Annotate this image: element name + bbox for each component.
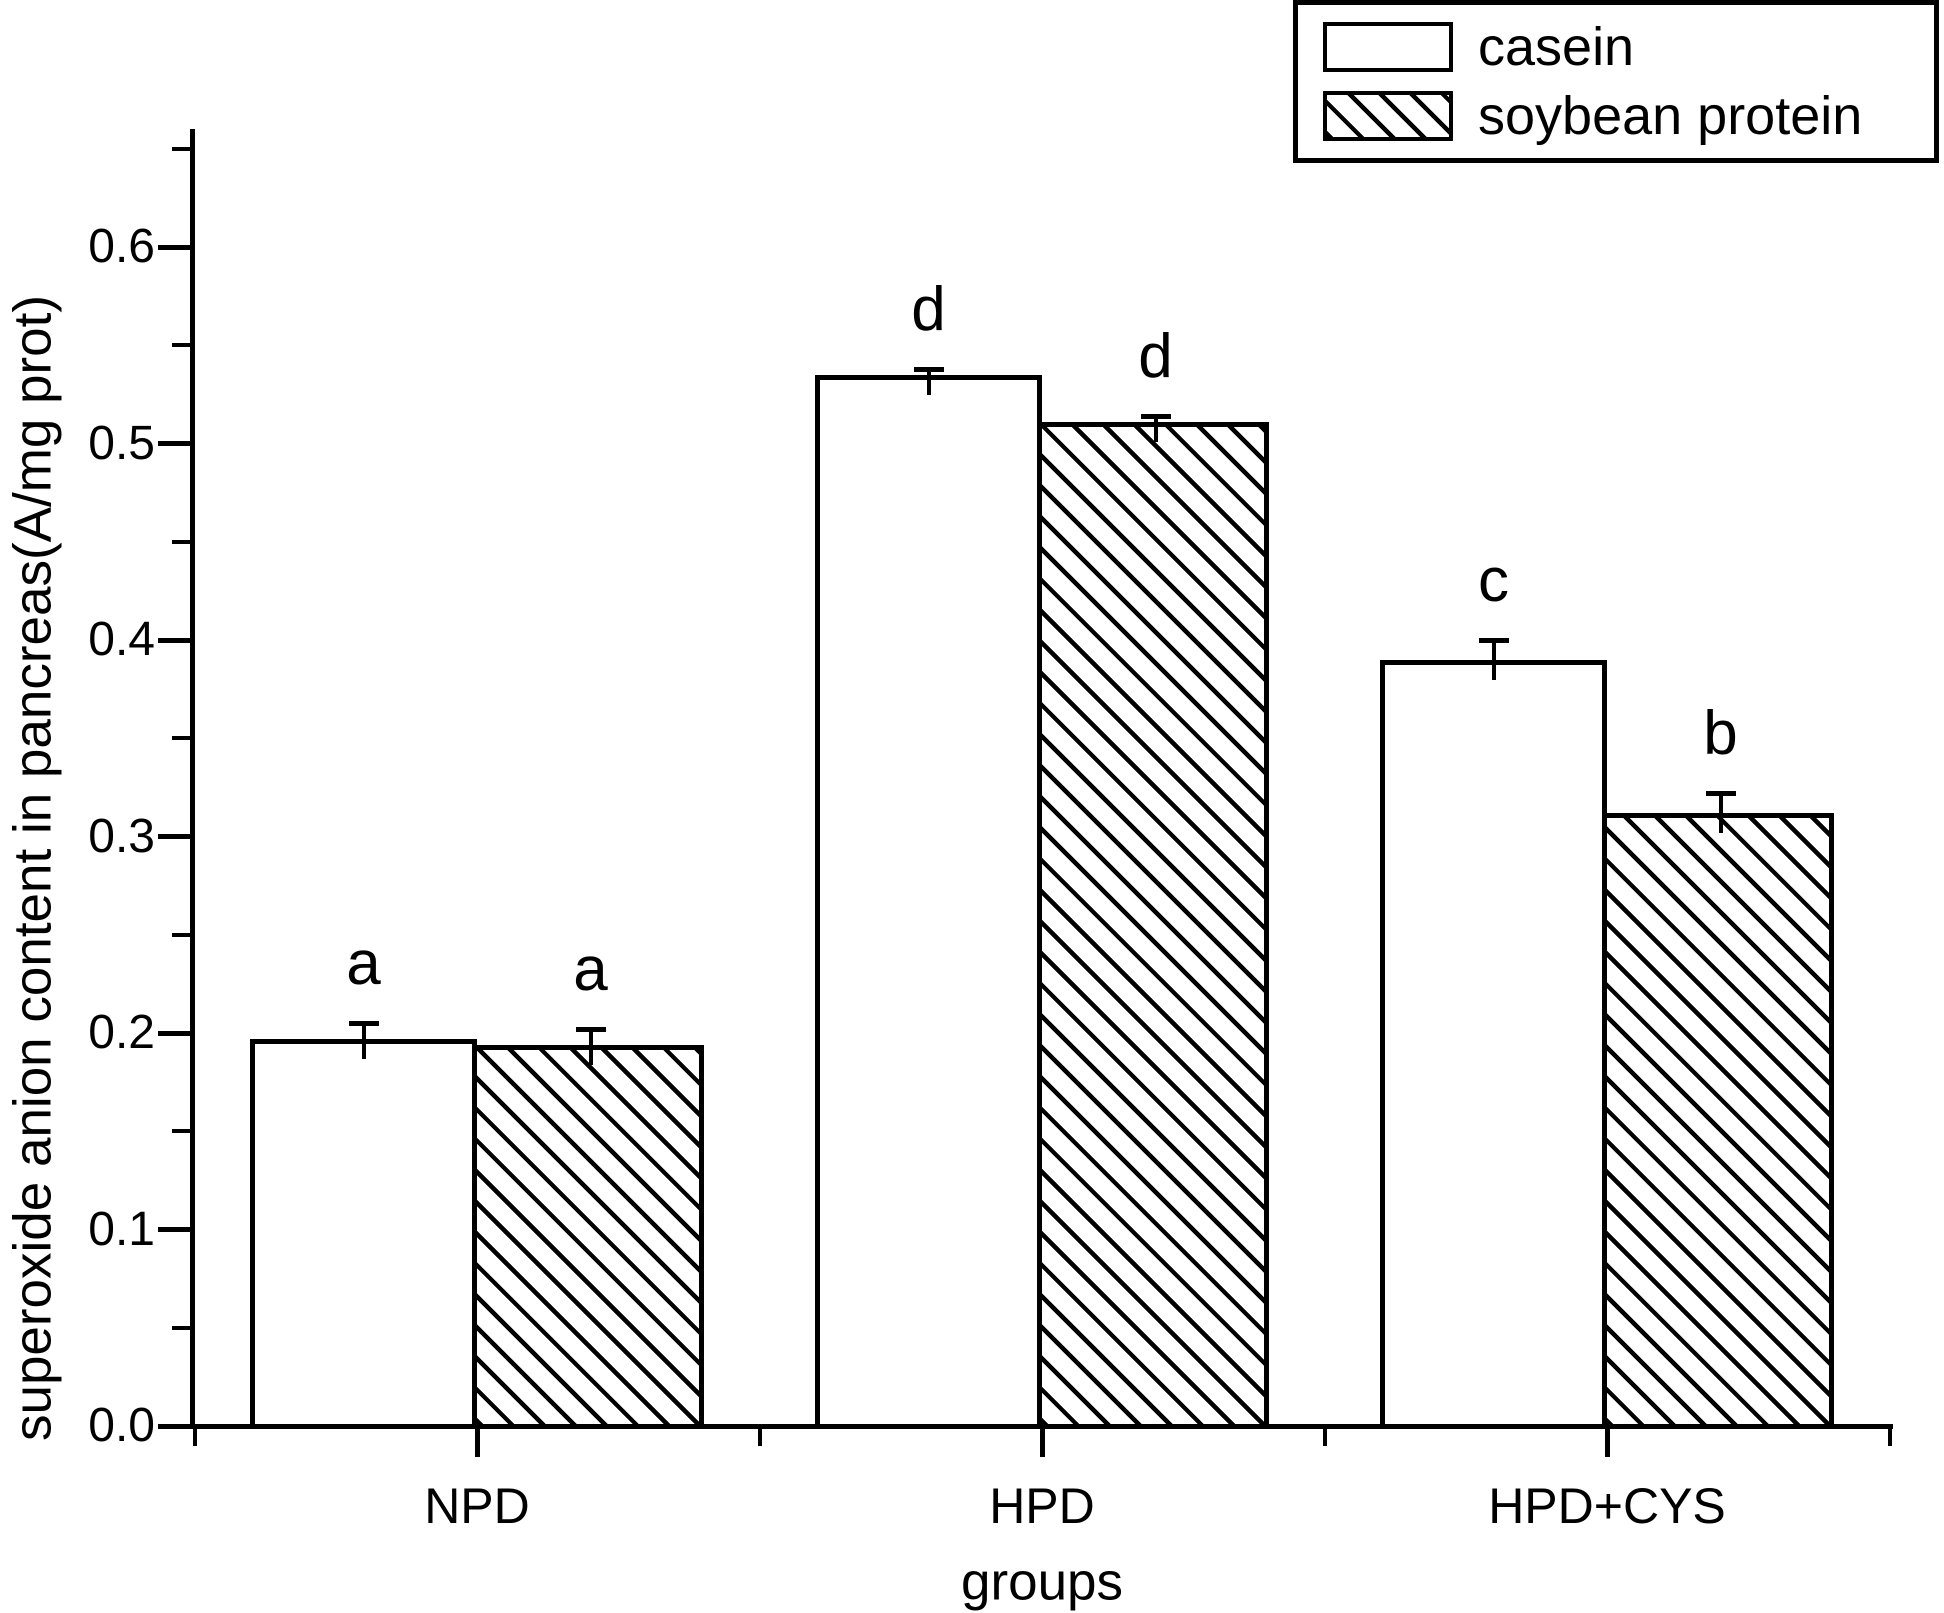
y-minor-tick <box>172 1129 190 1134</box>
y-tick-label: 0.1 <box>88 1202 155 1256</box>
x-major-tick <box>474 1429 480 1457</box>
x-axis-title: groups <box>960 1552 1124 1612</box>
significance-letter-casein-hpd: d <box>911 274 946 344</box>
y-minor-tick <box>172 736 190 741</box>
y-tick-label: 0.0 <box>88 1399 155 1452</box>
significance-letter-casein-npd: a <box>346 929 381 999</box>
y-minor-tick <box>172 539 190 544</box>
y-major-tick <box>158 834 190 839</box>
x-axis-line <box>190 1424 1893 1429</box>
legend: casein soybean protein <box>1293 0 1939 163</box>
error-bar-stem <box>588 1027 593 1065</box>
y-major-tick <box>158 1030 190 1036</box>
x-category-label-hpd-cys: HPD+CYS <box>1488 1478 1726 1534</box>
bar-casein-npd <box>250 1038 477 1429</box>
legend-label-casein: casein <box>1478 17 1635 78</box>
x-category-label-hpd: HPD <box>989 1478 1095 1534</box>
bar-soybean-protein-npd <box>472 1044 704 1429</box>
y-tick-label: 0.5 <box>88 416 155 470</box>
x-major-tick <box>1604 1429 1610 1457</box>
y-tick-label: 0.2 <box>88 1006 155 1059</box>
y-minor-tick <box>172 343 190 348</box>
x-major-tick <box>1039 1429 1045 1457</box>
error-bar-stem <box>361 1021 366 1059</box>
error-bar-stem <box>926 366 931 395</box>
casein-swatch <box>1323 22 1453 73</box>
significance-letter-soybean-protein-npd: a <box>573 935 608 1005</box>
y-tick-label: 0.4 <box>88 613 155 666</box>
x-minor-tick <box>1322 1429 1327 1446</box>
y-tick-label: 0.6 <box>88 220 155 273</box>
error-bar-cap <box>575 1027 606 1033</box>
y-minor-tick <box>172 1325 190 1330</box>
error-bar-cap <box>1478 638 1509 644</box>
legend-label-soybean-protein: soybean protein <box>1478 85 1863 146</box>
bar-casein-hpd-cys <box>1380 659 1607 1429</box>
y-minor-tick <box>172 932 190 937</box>
y-major-tick <box>158 1423 190 1429</box>
bar-soybean-protein-hpd-cys <box>1602 812 1834 1429</box>
error-bar-cap <box>913 366 944 372</box>
y-tick-label: 0.3 <box>88 809 155 863</box>
significance-letter-soybean-protein-hpd-cys: b <box>1703 699 1738 769</box>
x-category-label-npd: NPD <box>424 1478 530 1534</box>
y-major-tick <box>158 441 190 446</box>
x-minor-tick <box>757 1429 762 1446</box>
error-bar-cap <box>1140 414 1171 420</box>
error-bar-stem <box>1491 638 1496 680</box>
significance-letter-casein-hpd-cys: c <box>1478 546 1509 616</box>
y-major-tick <box>158 1227 190 1232</box>
error-bar-stem <box>1153 414 1158 442</box>
error-bar-stem <box>1718 791 1723 833</box>
y-major-tick <box>158 244 190 250</box>
y-major-tick <box>158 637 190 643</box>
x-minor-tick <box>192 1429 197 1446</box>
error-bar-cap <box>348 1021 379 1027</box>
bar-casein-hpd <box>815 374 1042 1429</box>
y-minor-tick <box>172 146 190 151</box>
bar-soybean-protein-hpd <box>1037 421 1269 1429</box>
legend-item-casein: casein <box>1323 17 1934 77</box>
x-minor-tick <box>1887 1429 1892 1446</box>
significance-letter-soybean-protein-hpd: d <box>1138 322 1173 392</box>
soybean-protein-swatch <box>1323 90 1453 141</box>
y-axis-line <box>190 129 195 1429</box>
legend-item-soybean-protein: soybean protein <box>1323 86 1934 146</box>
error-bar-cap <box>1705 791 1736 797</box>
